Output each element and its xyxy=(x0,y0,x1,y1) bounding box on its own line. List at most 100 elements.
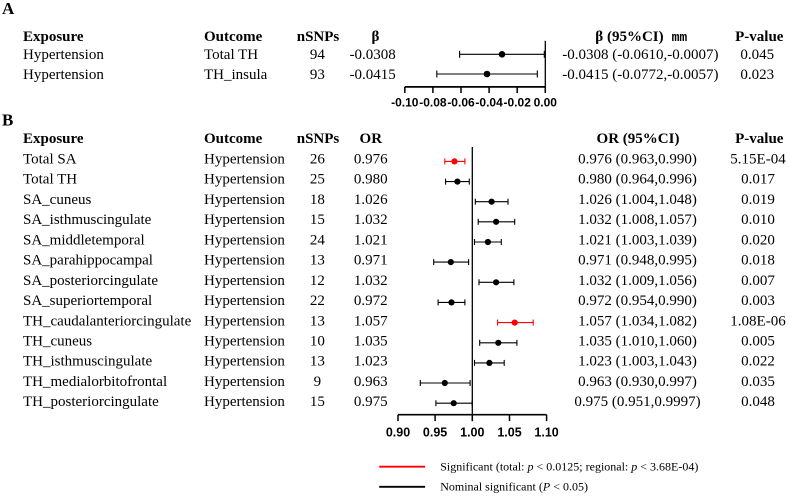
svg-text:0.022: 0.022 xyxy=(741,354,775,370)
svg-text:13: 13 xyxy=(310,313,325,329)
svg-text:1.032 (1.008,1.057): 1.032 (1.008,1.057) xyxy=(578,212,697,228)
svg-text:18: 18 xyxy=(310,192,325,208)
svg-text:-0.06: -0.06 xyxy=(447,96,475,110)
svg-text:0.00: 0.00 xyxy=(534,96,558,110)
svg-text:nSNPs: nSNPs xyxy=(297,131,340,147)
svg-text:1.021: 1.021 xyxy=(354,232,388,248)
svg-text:β (95%CI)mm: β (95%CI) mm xyxy=(595,29,687,45)
svg-text:0.035: 0.035 xyxy=(741,374,775,390)
svg-text:-0.04: -0.04 xyxy=(475,96,503,110)
svg-text:-0.0308: -0.0308 xyxy=(350,47,396,63)
svg-text:SA_isthmuscingulate: SA_isthmuscingulate xyxy=(23,212,152,228)
svg-text:Hypertension: Hypertension xyxy=(204,152,285,168)
svg-text:25: 25 xyxy=(310,172,325,188)
svg-text:1.026: 1.026 xyxy=(354,192,388,208)
svg-text:-0.0308 (-0.0610,-0.0007): -0.0308 (-0.0610,-0.0007) xyxy=(562,47,718,63)
svg-text:SA_cuneus: SA_cuneus xyxy=(23,192,91,208)
svg-text:0.95: 0.95 xyxy=(423,426,447,440)
svg-text:Nominal significant (P < 0.05): Nominal significant (P < 0.05) xyxy=(440,480,588,494)
svg-text:15: 15 xyxy=(310,394,325,410)
svg-text:Hypertension: Hypertension xyxy=(204,192,285,208)
svg-text:SA_superiortemporal: SA_superiortemporal xyxy=(23,293,152,309)
svg-text:1.10: 1.10 xyxy=(534,426,558,440)
svg-text:0.003: 0.003 xyxy=(741,293,775,309)
svg-text:15: 15 xyxy=(310,212,325,228)
svg-text:Significant (total: p < 0.0125: Significant (total: p < 0.0125; regional… xyxy=(440,460,698,474)
svg-text:Exposure: Exposure xyxy=(23,29,84,45)
svg-text:0.971 (0.948,0.995): 0.971 (0.948,0.995) xyxy=(578,253,697,269)
svg-text:β: β xyxy=(372,29,380,45)
svg-text:OR: OR xyxy=(360,131,383,147)
svg-text:13: 13 xyxy=(310,354,325,370)
svg-text:0.980 (0.964,0.996): 0.980 (0.964,0.996) xyxy=(578,172,697,188)
svg-text:93: 93 xyxy=(310,67,325,83)
svg-text:1.00: 1.00 xyxy=(460,426,484,440)
svg-text:TH_isthmuscingulate: TH_isthmuscingulate xyxy=(23,354,152,370)
svg-text:Hypertension: Hypertension xyxy=(204,273,285,289)
svg-text:0.971: 0.971 xyxy=(354,253,388,269)
svg-text:0.976 (0.963,0.990): 0.976 (0.963,0.990) xyxy=(578,152,697,168)
svg-text:9: 9 xyxy=(314,374,322,390)
svg-text:Outcome: Outcome xyxy=(204,131,263,147)
svg-text:Hypertension: Hypertension xyxy=(23,67,104,83)
svg-text:0.020: 0.020 xyxy=(741,232,775,248)
svg-text:0.963 (0.930,0.997): 0.963 (0.930,0.997) xyxy=(578,374,697,390)
svg-text:Hypertension: Hypertension xyxy=(204,253,285,269)
svg-text:0.90: 0.90 xyxy=(386,426,410,440)
svg-text:0.976: 0.976 xyxy=(354,152,388,168)
svg-text:1.023: 1.023 xyxy=(354,354,388,370)
svg-text:Hypertension: Hypertension xyxy=(204,172,285,188)
svg-text:SA_middletemporal: SA_middletemporal xyxy=(23,232,145,248)
svg-text:-0.10: -0.10 xyxy=(391,96,419,110)
svg-text:1.023 (1.003,1.043): 1.023 (1.003,1.043) xyxy=(578,354,697,370)
svg-text:Hypertension: Hypertension xyxy=(204,313,285,329)
svg-text:1.032: 1.032 xyxy=(354,273,388,289)
svg-text:94: 94 xyxy=(310,47,326,63)
svg-text:-0.0415: -0.0415 xyxy=(350,67,396,83)
svg-text:0.972 (0.954,0.990): 0.972 (0.954,0.990) xyxy=(578,293,697,309)
svg-text:TH_posteriorcingulate: TH_posteriorcingulate xyxy=(23,394,159,410)
svg-text:TH_cuneus: TH_cuneus xyxy=(23,334,92,350)
svg-text:1.08E-06: 1.08E-06 xyxy=(730,313,786,329)
svg-text:A: A xyxy=(2,0,15,18)
svg-text:Exposure: Exposure xyxy=(23,131,84,147)
svg-text:0.017: 0.017 xyxy=(741,172,775,188)
svg-text:Hypertension: Hypertension xyxy=(204,394,285,410)
svg-text:0.007: 0.007 xyxy=(741,273,775,289)
svg-text:TH_insula: TH_insula xyxy=(204,67,268,83)
svg-text:0.045: 0.045 xyxy=(740,47,774,63)
svg-text:Hypertension: Hypertension xyxy=(204,374,285,390)
svg-text:Total SA: Total SA xyxy=(23,152,77,168)
svg-text:1.032 (1.009,1.056): 1.032 (1.009,1.056) xyxy=(578,273,697,289)
svg-text:1.057: 1.057 xyxy=(354,313,388,329)
svg-text:Hypertension: Hypertension xyxy=(204,293,285,309)
svg-text:26: 26 xyxy=(310,152,326,168)
svg-text:Total TH: Total TH xyxy=(204,47,258,63)
svg-text:Hypertension: Hypertension xyxy=(23,47,104,63)
svg-text:0.980: 0.980 xyxy=(354,172,388,188)
svg-text:0.005: 0.005 xyxy=(741,334,775,350)
svg-text:Hypertension: Hypertension xyxy=(204,354,285,370)
svg-text:0.975: 0.975 xyxy=(354,394,388,410)
svg-text:B: B xyxy=(2,110,13,129)
svg-text:0.975 (0.951,0.9997): 0.975 (0.951,0.9997) xyxy=(574,394,700,410)
svg-text:1.05: 1.05 xyxy=(497,426,521,440)
svg-text:-0.08: -0.08 xyxy=(419,96,447,110)
svg-text:-0.02: -0.02 xyxy=(504,96,532,110)
svg-text:SA_parahippocampal: SA_parahippocampal xyxy=(23,253,153,269)
svg-text:Total TH: Total TH xyxy=(23,172,77,188)
svg-text:nSNPs: nSNPs xyxy=(297,29,340,45)
svg-text:0.019: 0.019 xyxy=(741,192,775,208)
svg-text:13: 13 xyxy=(310,253,325,269)
svg-text:1.035 (1.010,1.060): 1.035 (1.010,1.060) xyxy=(578,334,697,350)
svg-text:0.018: 0.018 xyxy=(741,253,775,269)
svg-text:0.972: 0.972 xyxy=(354,293,388,309)
svg-text:0.048: 0.048 xyxy=(741,394,775,410)
svg-text:Outcome: Outcome xyxy=(204,29,263,45)
svg-text:0.010: 0.010 xyxy=(741,212,775,228)
svg-text:1.057 (1.034,1.082): 1.057 (1.034,1.082) xyxy=(578,313,697,329)
svg-text:SA_posteriorcingulate: SA_posteriorcingulate xyxy=(23,273,158,289)
svg-text:1.026 (1.004,1.048): 1.026 (1.004,1.048) xyxy=(578,192,697,208)
svg-text:P-value: P-value xyxy=(735,29,784,45)
svg-text:TH_medialorbitofrontal: TH_medialorbitofrontal xyxy=(23,374,167,390)
